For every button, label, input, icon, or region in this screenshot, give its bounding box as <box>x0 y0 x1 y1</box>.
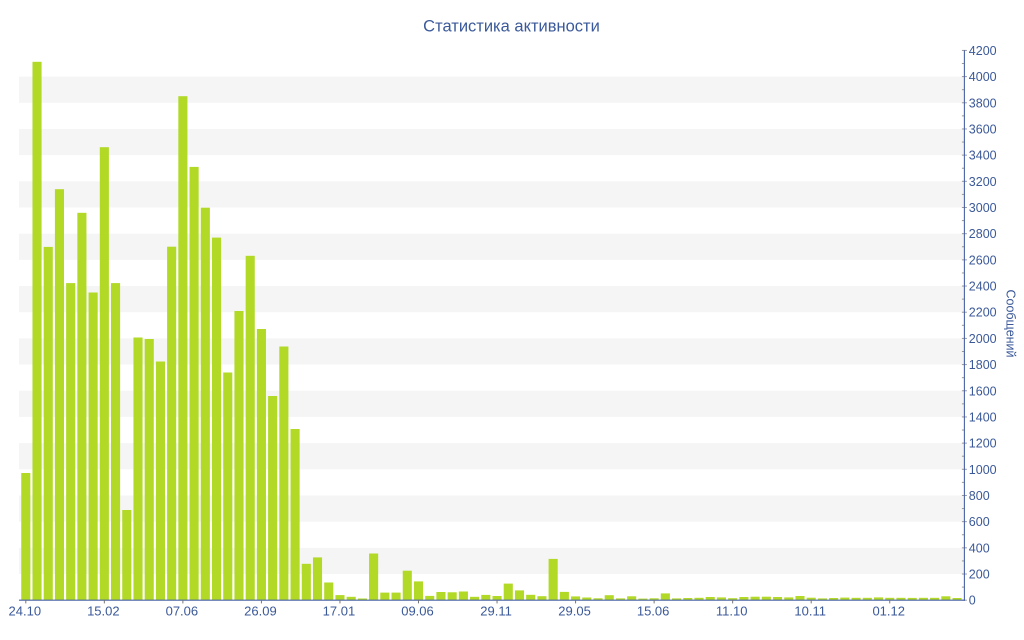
svg-text:3000: 3000 <box>969 201 997 215</box>
svg-text:26.09: 26.09 <box>244 603 277 618</box>
svg-text:1400: 1400 <box>969 410 997 424</box>
svg-text:600: 600 <box>969 515 990 529</box>
svg-text:15.06: 15.06 <box>637 603 670 618</box>
svg-text:1800: 1800 <box>969 358 997 372</box>
svg-text:3600: 3600 <box>969 122 997 136</box>
svg-text:29.11: 29.11 <box>480 603 512 618</box>
svg-text:09.06: 09.06 <box>401 603 434 618</box>
svg-text:3400: 3400 <box>969 149 997 163</box>
svg-text:01.12: 01.12 <box>872 603 905 618</box>
svg-text:400: 400 <box>969 541 990 555</box>
svg-text:17.01: 17.01 <box>323 603 356 618</box>
svg-text:2200: 2200 <box>969 306 997 320</box>
svg-text:1200: 1200 <box>969 437 997 451</box>
svg-text:4200: 4200 <box>969 44 997 58</box>
svg-text:4000: 4000 <box>969 70 997 84</box>
svg-text:2600: 2600 <box>969 253 997 267</box>
svg-text:200: 200 <box>969 568 990 582</box>
svg-text:07.06: 07.06 <box>166 603 199 618</box>
svg-text:3800: 3800 <box>969 96 997 110</box>
svg-text:3200: 3200 <box>969 175 997 189</box>
svg-text:10.11: 10.11 <box>794 603 826 618</box>
svg-text:Статистика активности: Статистика активности <box>423 18 600 36</box>
svg-text:2800: 2800 <box>969 227 997 241</box>
svg-text:29.05: 29.05 <box>558 603 591 618</box>
svg-text:2000: 2000 <box>969 332 997 346</box>
svg-text:24.10: 24.10 <box>9 603 42 618</box>
svg-text:1000: 1000 <box>969 463 997 477</box>
svg-text:2400: 2400 <box>969 280 997 294</box>
svg-text:800: 800 <box>969 489 990 503</box>
svg-text:0: 0 <box>969 594 976 608</box>
svg-text:15.02: 15.02 <box>87 603 120 618</box>
svg-text:Сообщений: Сообщений <box>1003 289 1017 357</box>
svg-text:1600: 1600 <box>969 384 997 398</box>
svg-text:11.10: 11.10 <box>716 603 748 618</box>
